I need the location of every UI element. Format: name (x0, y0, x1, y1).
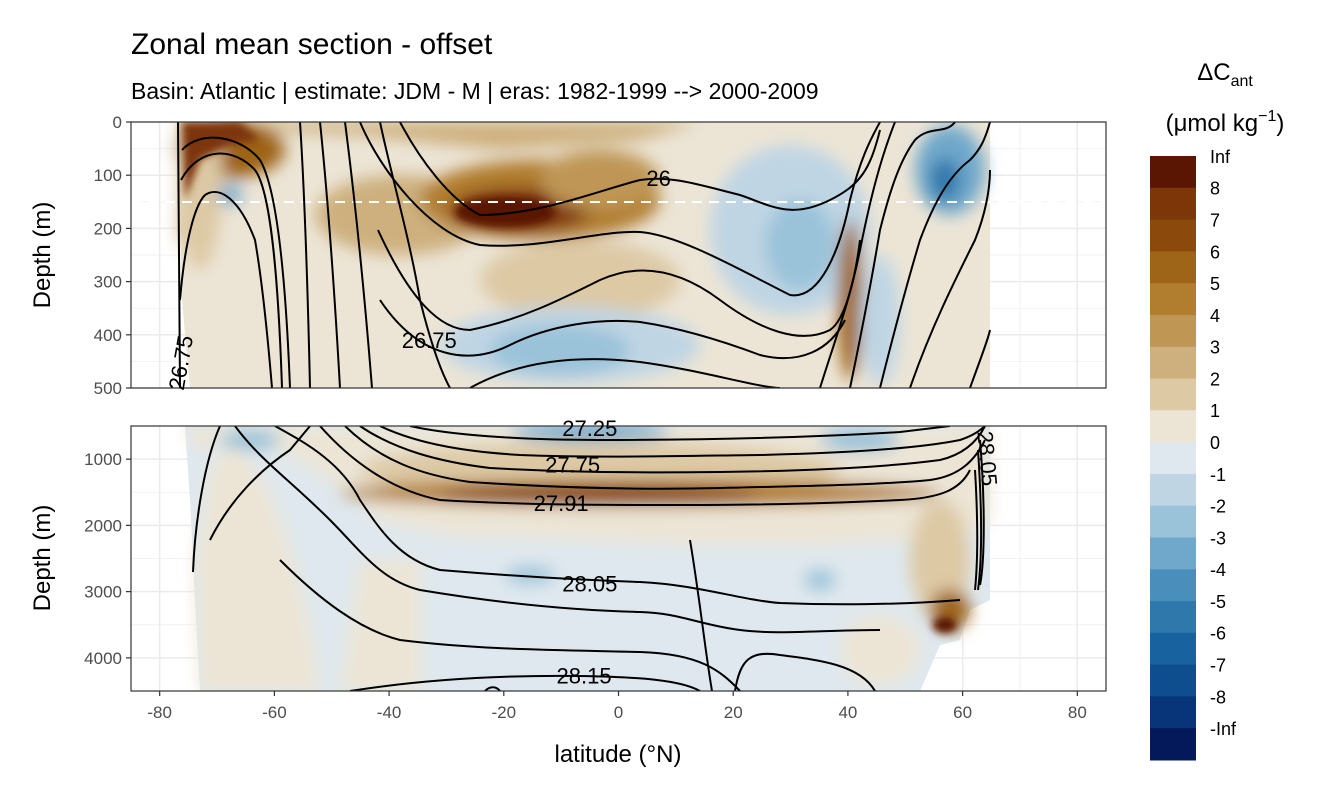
x-tick-label: 80 (1068, 703, 1087, 722)
x-tick-label: -20 (492, 703, 517, 722)
legend-swatch (1150, 156, 1196, 189)
lower-y-axis-title: Depth (m) (29, 505, 56, 612)
x-tick-label: 20 (724, 703, 743, 722)
legend-color-bar: Inf 8 7 6 5 4 3 2 1 0 -1 -2 -3 -4 -5 -6 -7 -8 -Inf (1150, 147, 1237, 761)
legend-swatch (1150, 728, 1196, 761)
legend-label: 2 (1210, 369, 1220, 389)
y-tick-label: 400 (94, 326, 122, 345)
contour-label: 28.05 (562, 572, 617, 597)
lower-panel: 1000 2000 3000 4000 27.25 27.75 27.91 28.05 28.… (84, 416, 1107, 692)
y-tick-label: 1000 (84, 450, 122, 469)
legend-swatch (1150, 664, 1196, 697)
x-tick-label: 0 (614, 703, 623, 722)
y-tick-label: 100 (94, 166, 122, 185)
legend-label: -2 (1210, 497, 1226, 517)
contour-label: 27.91 (534, 491, 589, 516)
y-tick-label: 200 (94, 219, 122, 238)
legend-label: 7 (1210, 210, 1220, 230)
legend-title-main: ΔC (1197, 59, 1230, 86)
x-tick-label: -80 (147, 703, 172, 722)
contour-label: 27.75 (545, 452, 600, 477)
legend-title-subscript: ant (1231, 73, 1254, 90)
upper-y-axis-title: Depth (m) (29, 202, 56, 309)
legend-label: -3 (1210, 528, 1226, 548)
lower-contours (192, 426, 986, 691)
y-tick-label: 0 (113, 113, 122, 132)
legend-label: -Inf (1210, 719, 1237, 739)
legend-swatch (1150, 632, 1196, 666)
chart-title: Zonal mean section - offset (131, 28, 493, 61)
legend-label: -8 (1210, 687, 1226, 707)
lower-y-axis: 1000 2000 3000 4000 (84, 450, 131, 668)
legend-swatch (1150, 473, 1196, 507)
x-tick-label: -60 (262, 703, 287, 722)
legend-label: -4 (1210, 560, 1226, 580)
legend-swatch (1150, 219, 1196, 252)
legend-swatch (1150, 346, 1196, 380)
x-tick-label: 60 (953, 703, 972, 722)
legend-swatch (1150, 378, 1196, 411)
legend-swatch (1150, 187, 1196, 221)
y-tick-label: 2000 (84, 516, 122, 535)
contour-label: 28.05 (972, 430, 1002, 487)
legend-label: -1 (1210, 465, 1226, 485)
legend-label: 4 (1210, 306, 1220, 326)
legend: ΔCant (μmol kg−1) Inf 8 7 6 5 4 3 2 1 0 -1 -2 -3 -4 -5… (1150, 59, 1284, 761)
x-tick-label: 40 (838, 703, 857, 722)
x-axis: -80 -60 -40 -20 0 20 40 60 80 (147, 691, 1087, 722)
contour-label: 26 (646, 166, 670, 191)
upper-contours (177, 122, 991, 388)
legend-swatch (1150, 442, 1196, 475)
legend-swatch (1150, 410, 1196, 443)
y-tick-label: 500 (94, 379, 122, 398)
legend-unit: (μmol kg−1) (1166, 108, 1285, 137)
upper-y-axis: 0 100 200 300 400 500 (94, 113, 131, 398)
legend-swatch (1150, 251, 1196, 284)
legend-label: 3 (1210, 338, 1220, 358)
legend-label: -6 (1210, 624, 1226, 644)
legend-unit-prefix: (μmol kg (1166, 110, 1259, 137)
contour-label: 27.25 (562, 416, 617, 441)
legend-label: 1 (1210, 401, 1220, 421)
legend-label: 5 (1210, 274, 1220, 294)
legend-swatch (1150, 314, 1196, 348)
legend-swatch (1150, 696, 1196, 729)
legend-label: 8 (1210, 179, 1220, 199)
legend-swatch (1150, 601, 1196, 634)
upper-field (131, 122, 1106, 388)
legend-title: ΔCant (1197, 59, 1253, 90)
legend-label: 6 (1210, 242, 1220, 262)
legend-swatch (1150, 537, 1196, 570)
contour-label: 28.15 (557, 664, 612, 689)
legend-swatch (1150, 569, 1196, 602)
legend-unit-superscript: −1 (1258, 108, 1276, 125)
x-axis-title: latitude (°N) (555, 741, 682, 768)
y-tick-label: 3000 (84, 583, 122, 602)
lower-contour-labels: 27.25 27.75 27.91 28.05 28.15 28.05 (534, 416, 1003, 689)
legend-label: -5 (1210, 592, 1226, 612)
y-tick-label: 4000 (84, 649, 122, 668)
upper-panel-border (130, 121, 1107, 389)
legend-label: Inf (1210, 147, 1231, 167)
contour-label: 26.75 (402, 328, 457, 353)
lower-field (185, 426, 990, 691)
chart-subtitle: Basin: Atlantic | estimate: JDM - M | er… (131, 78, 819, 104)
x-tick-label: -40 (377, 703, 402, 722)
legend-label: 0 (1210, 433, 1220, 453)
legend-unit-suffix: ) (1276, 110, 1284, 137)
legend-swatch (1150, 505, 1196, 538)
y-tick-label: 300 (94, 273, 122, 292)
legend-swatch (1150, 283, 1196, 316)
legend-label: -7 (1210, 656, 1226, 676)
